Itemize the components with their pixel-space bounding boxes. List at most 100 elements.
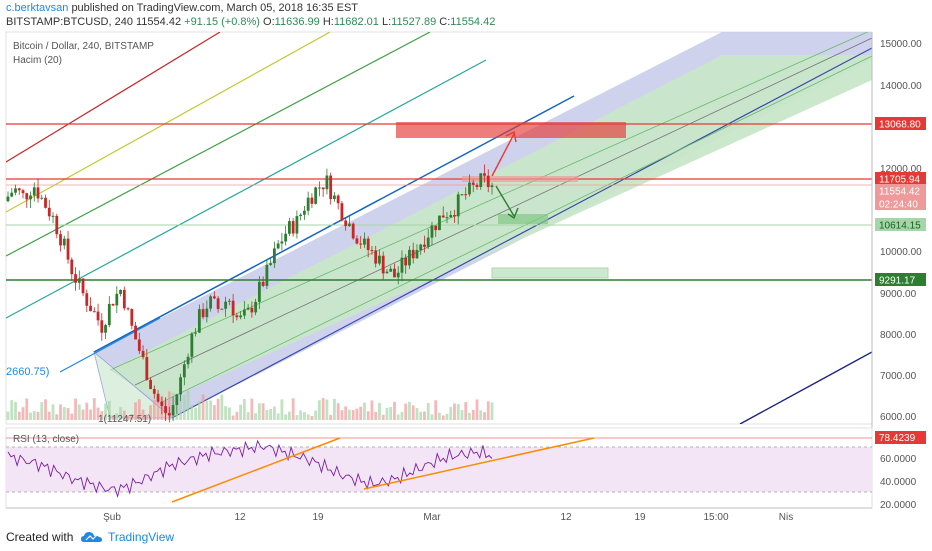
volume-bar [10, 400, 14, 420]
candle-body [77, 278, 81, 283]
volume-bar [490, 402, 494, 420]
volume-bar [456, 404, 460, 420]
volume-bar [393, 401, 396, 420]
volume-bar [201, 394, 205, 420]
main-legend: Bitcoin / Dollar, 240, BITSTAMP [13, 41, 154, 52]
volume-bar [32, 410, 36, 420]
time-axis[interactable]: Şub 12 19 Mar 12 19 15:00 Nis [6, 507, 872, 523]
zone-green-low [491, 267, 609, 279]
author-link[interactable]: c.berktavsan [6, 2, 69, 14]
rsi-axis[interactable]: 60.0000 40.0000 20.0000 78.4239 [875, 431, 926, 511]
rsi-tick-label: 60.0000 [880, 454, 917, 465]
volume-bar [141, 409, 145, 420]
volume-bar [314, 410, 318, 420]
volume-bar [152, 399, 156, 420]
candle-body [231, 300, 235, 316]
volume-bar [385, 407, 389, 420]
volume-bar [483, 412, 486, 420]
target-zone-red [396, 122, 626, 138]
rsi-label-text: 78.4239 [879, 433, 916, 444]
volume-bar [430, 414, 434, 420]
published-text: published on TradingView.com, March 05, … [71, 2, 359, 14]
rsi-legend: RSI (13, close) [13, 434, 79, 445]
volume-bar [269, 408, 273, 420]
candle-body [197, 309, 201, 333]
volume-bar [17, 411, 21, 420]
candle-body [441, 215, 445, 218]
time-tick-label: 19 [312, 512, 324, 523]
volume-bar [145, 414, 149, 420]
candle-body [239, 315, 243, 318]
volume-bar [415, 407, 419, 420]
price-label-text: 9291.17 [879, 276, 916, 287]
volume-bar [321, 398, 325, 420]
candle-body [59, 234, 62, 246]
volume-bar [359, 406, 363, 420]
candle-body [272, 248, 276, 264]
volume-bar [257, 403, 261, 420]
volume-bar [333, 398, 336, 420]
volume-bar [441, 415, 445, 420]
tradingview-logo[interactable]: TradingView [80, 528, 180, 546]
candle-body [21, 190, 25, 194]
price-axis[interactable]: 15000.00 14000.00 12000.00 10000.00 9000.00 8… [871, 32, 926, 508]
candle-body [355, 238, 359, 244]
volume-bar [107, 401, 111, 420]
candle-body [216, 298, 220, 310]
volume-bar [40, 402, 44, 420]
candle-body [32, 187, 36, 196]
price-chart[interactable]: Bitcoin / Dollar, 240, BITSTAMP Hacim (2… [0, 0, 932, 524]
candle-body [471, 182, 475, 185]
candle-body [336, 195, 340, 204]
candle-body [415, 250, 419, 259]
volume-bar [25, 398, 29, 420]
volume-bar [325, 399, 329, 420]
volume-bar [70, 413, 74, 420]
rsi-label-box [875, 431, 926, 444]
candle-body [445, 217, 449, 219]
candle-body [62, 238, 66, 246]
candle-body [186, 356, 190, 365]
ohlc-line: BITSTAMP:BTCUSD, 240 11554.42 +91.15 (+0… [6, 16, 495, 28]
candle-body [276, 243, 280, 249]
volume-bar [310, 415, 314, 420]
volume-bar [205, 400, 209, 420]
volume-bar [284, 414, 288, 420]
arrow-up [491, 133, 515, 177]
volume-bar [81, 409, 85, 420]
volume-bar [303, 412, 306, 420]
chart-header: c.berktavsan published on TradingView.co… [0, 0, 932, 32]
volume-bar [254, 413, 258, 420]
volume-bar [77, 404, 81, 420]
price-tick-label: 7000.00 [880, 371, 917, 382]
arrow-up-head [505, 130, 517, 143]
channel-mid-line [134, 37, 872, 386]
candle-body [479, 173, 483, 188]
open-label: O: [263, 16, 275, 28]
candle-body [100, 320, 104, 333]
candle-body [363, 238, 366, 245]
candle-body [329, 175, 333, 200]
price-label-text: 11554.42 [879, 187, 920, 198]
volume-bar [239, 404, 243, 420]
candle-body [393, 268, 396, 278]
volume-bar [55, 414, 59, 420]
volume-bar [100, 411, 104, 420]
candle-body [17, 188, 21, 191]
candle-body [381, 255, 385, 274]
volume-bar [261, 403, 265, 420]
volume-bar [134, 402, 137, 420]
candle-body [141, 350, 145, 358]
volume-bar [96, 407, 100, 420]
volume-bar [115, 413, 119, 420]
volume-bar [62, 407, 66, 420]
rsi-line [7, 439, 493, 499]
candle-body [149, 379, 152, 389]
volume-bar [434, 400, 438, 420]
candle-body [130, 309, 134, 326]
fan-line-navy [739, 351, 872, 424]
price-label-text: 13068.80 [879, 120, 921, 131]
candle-body [190, 333, 194, 357]
price-label-text: 11705.94 [879, 175, 920, 186]
volume-bar [179, 393, 182, 420]
